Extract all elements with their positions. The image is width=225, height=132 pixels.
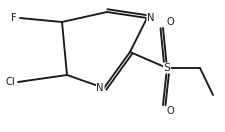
Text: N: N — [96, 83, 104, 93]
Text: O: O — [166, 17, 174, 27]
Text: N: N — [146, 13, 154, 23]
Text: F: F — [11, 13, 17, 23]
Text: O: O — [166, 106, 174, 116]
Text: S: S — [163, 63, 170, 73]
Text: Cl: Cl — [5, 77, 15, 87]
